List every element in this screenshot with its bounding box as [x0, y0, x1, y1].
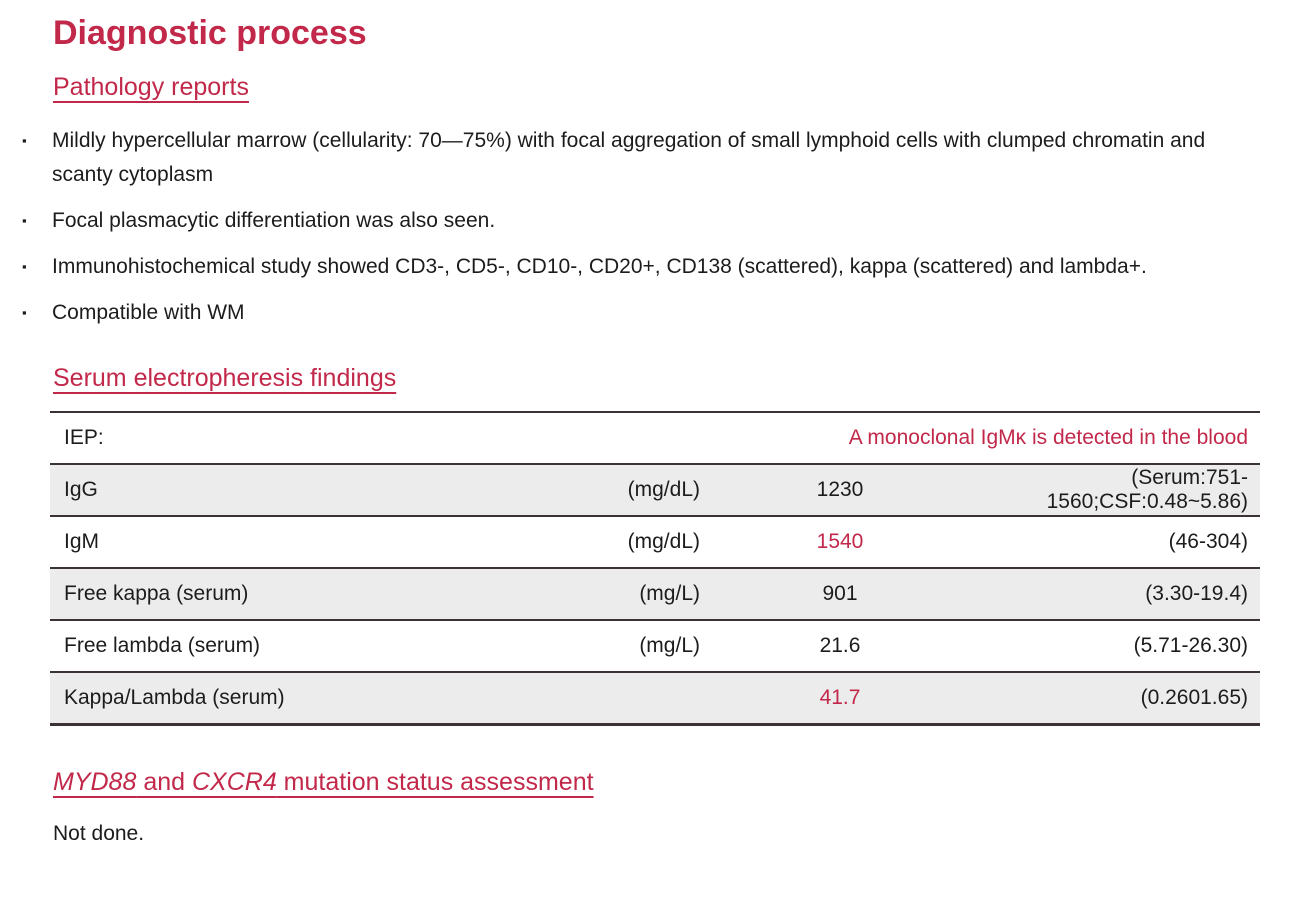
row-value: 901 — [822, 582, 858, 605]
row-reference: (Serum:751-1560;CSF:0.48~5.86) — [1046, 466, 1248, 513]
gene-name-myd88: MYD88 — [53, 767, 137, 796]
mutation-heading: MYD88 and CXCR4 mutation status assessme… — [53, 768, 1262, 797]
row-unit: (mg/dL) — [627, 530, 700, 553]
row-value: 1230 — [816, 478, 864, 501]
serum-section: Serum electropheresis findings IEP: A mo… — [50, 364, 1262, 726]
bullet-text: Focal plasmacytic differentiation was al… — [52, 209, 496, 232]
bullet-icon: ▪ — [22, 133, 27, 148]
pathology-bullet-list: ▪ Mildly hypercellular marrow (cellulari… — [22, 124, 1262, 330]
table-row: IgM (mg/dL) 1540 (46-304) — [50, 516, 1260, 568]
table-row: Kappa/Lambda (serum) 41.7 (0.2601.65) — [50, 672, 1260, 724]
row-label: IgM — [64, 530, 100, 553]
bullet-icon: ▪ — [22, 305, 27, 320]
page-title: Diagnostic process — [53, 14, 367, 52]
list-item: ▪ Mildly hypercellular marrow (cellulari… — [22, 124, 1262, 192]
gene-name-cxcr4: CXCR4 — [191, 767, 277, 796]
row-value: 41.7 — [819, 685, 861, 709]
row-unit: (mg/L) — [639, 582, 700, 605]
bullet-icon: ▪ — [22, 213, 27, 228]
bullet-text: Immunohistochemical study showed CD3-, C… — [52, 255, 1147, 278]
mutation-section: MYD88 and CXCR4 mutation status assessme… — [53, 768, 1262, 849]
table-row: IEP: A monoclonal IgMκ is detected in th… — [50, 412, 1260, 464]
list-item: ▪ Immunohistochemical study showed CD3-,… — [22, 250, 1262, 284]
row-reference: (5.71-26.30) — [1133, 634, 1248, 657]
row-unit: (mg/dL) — [627, 478, 700, 501]
row-unit: (mg/L) — [639, 634, 700, 657]
pathology-heading: Pathology reports — [53, 73, 249, 101]
row-value: 21.6 — [819, 634, 861, 657]
bullet-icon: ▪ — [22, 259, 27, 274]
row-label: Free kappa (serum) — [64, 582, 249, 605]
row-unit — [420, 672, 700, 724]
slide: Diagnostic process Pathology reports ▪ M… — [22, 14, 1262, 849]
mutation-result-text: Not done. — [53, 821, 145, 845]
row-value: 1540 — [816, 530, 864, 553]
row-label: IEP: — [64, 426, 104, 449]
bullet-text: Compatible with WM — [52, 301, 245, 324]
heading-text: and — [136, 767, 192, 796]
list-item: ▪ Compatible with WM — [22, 296, 1262, 330]
row-reference: A monoclonal IgMκ is detected in the blo… — [848, 426, 1248, 449]
row-label: Free lambda (serum) — [64, 634, 261, 657]
serum-findings-table: IEP: A monoclonal IgMκ is detected in th… — [50, 411, 1260, 726]
serum-heading: Serum electropheresis findings — [53, 364, 397, 392]
table-row: Free lambda (serum) (mg/L) 21.6 (5.71-26… — [50, 620, 1260, 672]
row-reference: (3.30-19.4) — [1145, 582, 1248, 605]
row-reference: (46-304) — [1168, 530, 1248, 553]
table-row: IgG (mg/dL) 1230 (Serum:751-1560;CSF:0.4… — [50, 464, 1260, 516]
table-row: Free kappa (serum) (mg/L) 901 (3.30-19.4… — [50, 568, 1260, 620]
row-label: Kappa/Lambda (serum) — [64, 685, 285, 709]
list-item: ▪ Focal plasmacytic differentiation was … — [22, 204, 1262, 238]
row-label: IgG — [64, 478, 98, 501]
bullet-text: Mildly hypercellular marrow (cellularity… — [52, 129, 1206, 186]
row-reference: (0.2601.65) — [1140, 685, 1248, 709]
heading-text: mutation status assessment — [276, 767, 594, 796]
